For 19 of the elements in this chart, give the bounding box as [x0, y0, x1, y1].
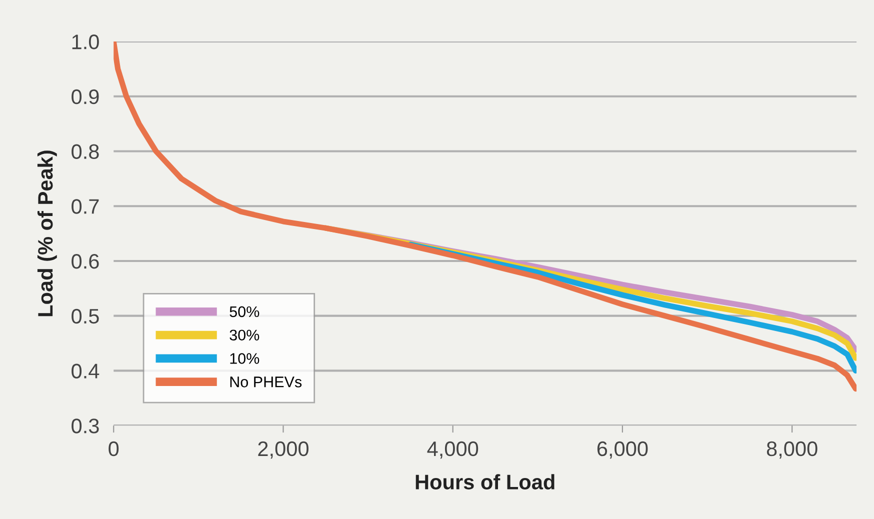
- y-tick-label: 0.7: [72, 199, 99, 214]
- legend-label: 50%: [230, 306, 260, 318]
- legend-label: No PHEVs: [230, 376, 302, 388]
- legend-label: 30%: [230, 330, 260, 341]
- x-tick-label: 2,000: [258, 441, 308, 459]
- x-tick-label: 8,000: [766, 441, 818, 459]
- y-tick-label: 0.9: [72, 89, 99, 104]
- y-tick-label: 1.0: [72, 34, 99, 50]
- x-tick-label: 4,000: [427, 441, 478, 459]
- y-axis-title: Load (% of Peak): [37, 150, 57, 316]
- x-tick-label: 6,000: [597, 441, 648, 459]
- x-axis-title: Hours of Load: [416, 474, 554, 490]
- x-tick-label: 0: [108, 441, 119, 456]
- y-tick-label: 0.6: [72, 254, 99, 269]
- y-tick-label: 0.8: [72, 144, 99, 160]
- y-tick-label: 0.4: [72, 364, 100, 378]
- y-tick-label: 0.5: [72, 308, 99, 324]
- legend-label: 10%: [230, 353, 260, 364]
- y-tick-label: 0.3: [72, 418, 99, 434]
